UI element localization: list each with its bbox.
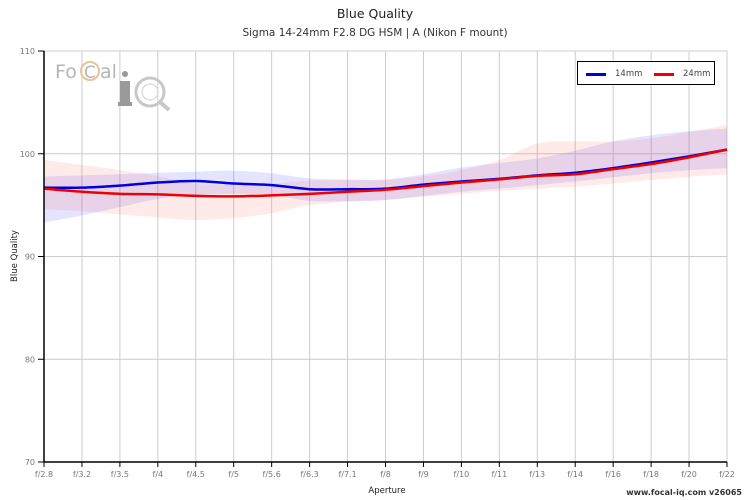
x-tick-label: f/20 bbox=[681, 470, 697, 479]
x-tick-label: f/9 bbox=[418, 470, 429, 479]
x-tick-label: f/7.1 bbox=[338, 470, 356, 479]
site-credit: www.focal-iq.com v26065 bbox=[626, 488, 742, 497]
y-tick-label: 80 bbox=[25, 355, 35, 364]
focal-iq-watermark: Fo C al bbox=[55, 58, 180, 113]
line-24mm bbox=[43, 148, 728, 198]
x-axis-title: Aperture bbox=[368, 486, 405, 496]
x-tick-label: f/6.3 bbox=[300, 470, 318, 479]
y-tick-label: 100 bbox=[20, 150, 35, 159]
x-tick-label: f/14 bbox=[567, 470, 583, 479]
legend-label-14mm: 14mm bbox=[615, 69, 643, 79]
series-lines bbox=[43, 148, 728, 198]
logo-text-c: C bbox=[84, 63, 96, 83]
y-axis-title: Blue Quality bbox=[10, 230, 20, 282]
x-tick-label: f/10 bbox=[454, 470, 470, 479]
gridlines bbox=[44, 50, 728, 462]
legend-label-24mm: 24mm bbox=[683, 69, 711, 79]
logo-text-al: al bbox=[100, 61, 117, 83]
x-tick-label: f/13 bbox=[529, 470, 545, 479]
x-tick-label: f/16 bbox=[605, 470, 621, 479]
y-tick-label: 70 bbox=[25, 458, 35, 467]
band-14mm bbox=[44, 128, 727, 223]
logo-text-fo: Fo bbox=[55, 61, 77, 83]
x-tick-label: f/4 bbox=[153, 470, 164, 479]
y-tick-label: 110 bbox=[20, 47, 35, 56]
x-tick-label: f/5 bbox=[228, 470, 239, 479]
magnifier-aperture-icon: Fo C al bbox=[55, 61, 171, 112]
legend-item-24mm[interactable]: 24mm bbox=[654, 68, 710, 80]
x-tick-label: f/11 bbox=[491, 470, 507, 479]
x-tick-label: f/4.5 bbox=[187, 470, 205, 479]
x-tick-label: f/8 bbox=[380, 470, 391, 479]
x-tick-label: f/5.6 bbox=[263, 470, 281, 479]
chart-subtitle: Sigma 14-24mm F2.8 DG HSM | A (Nikon F m… bbox=[242, 27, 508, 39]
x-tick-label: f/3.2 bbox=[73, 470, 91, 479]
legend-swatch-14mm bbox=[586, 72, 606, 76]
x-tick-label: f/22 bbox=[719, 470, 735, 479]
tick-labels: 70 80 90 100 110 f/2.8 f/3.2 f/3.5 f/4 f/4.5 f/5 f/… bbox=[20, 47, 735, 479]
chart-title: Blue Quality bbox=[336, 6, 414, 21]
x-tick-label: f/3.5 bbox=[111, 470, 129, 479]
x-tick-label: f/18 bbox=[643, 470, 659, 479]
legend-item-14mm[interactable]: 14mm bbox=[586, 68, 642, 80]
y-tick-label: 90 bbox=[25, 253, 35, 262]
legend-swatch-24mm bbox=[654, 72, 674, 76]
axes bbox=[38, 50, 728, 467]
x-tick-label: f/2.8 bbox=[35, 470, 53, 479]
legend: 14mm 24mm bbox=[577, 61, 715, 85]
